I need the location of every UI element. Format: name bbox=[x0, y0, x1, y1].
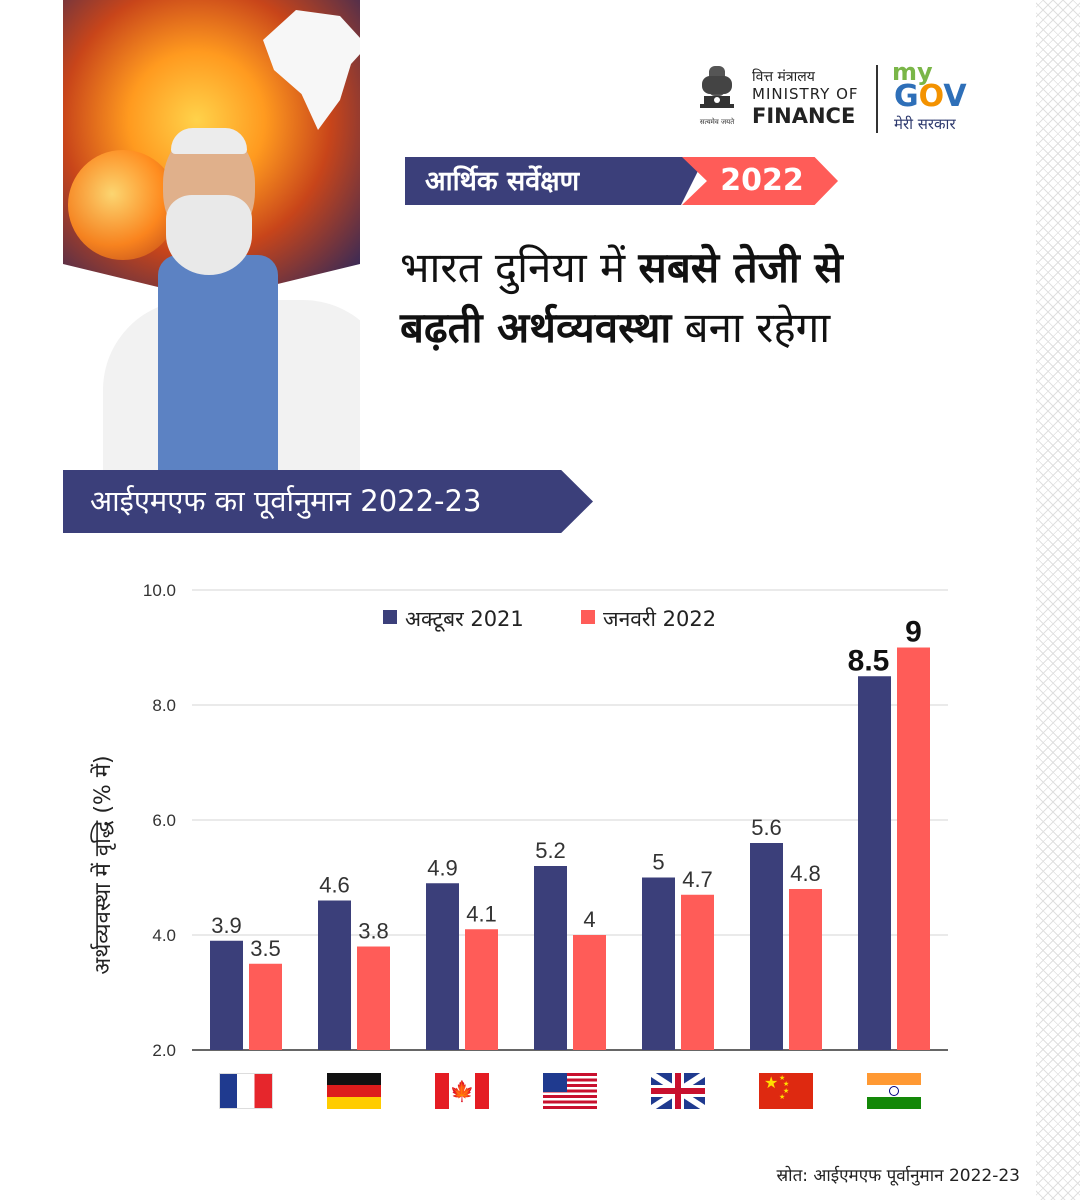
survey-banner bbox=[405, 157, 705, 205]
y-tick-label: 10.0 bbox=[143, 581, 176, 600]
hero-photo bbox=[63, 0, 360, 470]
person-vest bbox=[158, 255, 278, 470]
person-hair bbox=[171, 128, 247, 154]
flag-usa-icon bbox=[543, 1073, 597, 1109]
headline-line-2: बढ़ती अर्थव्यवस्था बना रहेगा bbox=[400, 298, 1020, 358]
bar-france-1 bbox=[210, 940, 243, 1050]
bar-china-2 bbox=[789, 889, 822, 1050]
legend-label-2: जनवरी 2022 bbox=[603, 607, 716, 631]
data-label: 5.2 bbox=[535, 838, 566, 863]
headline-bold1: सबसे तेजी से bbox=[638, 243, 843, 292]
mygov-logo-my: my bbox=[892, 58, 933, 86]
headline: भारत दुनिया में सबसे तेजी से बढ़ती अर्थव… bbox=[400, 238, 1020, 358]
legend-swatch-2 bbox=[581, 610, 595, 624]
data-label: 4.7 bbox=[682, 867, 713, 892]
bar-uk-2 bbox=[681, 894, 714, 1050]
data-label: 3.5 bbox=[250, 936, 281, 961]
bar-germany-2 bbox=[357, 946, 390, 1050]
ministry-hindi: वित्त मंत्रालय bbox=[752, 69, 815, 85]
headline-bold2: बढ़ती अर्थव्यवस्था bbox=[400, 303, 672, 352]
data-label: 3.8 bbox=[358, 919, 389, 944]
bar-india-2 bbox=[897, 647, 930, 1050]
survey-label: आर्थिक सर्वेक्षण bbox=[425, 166, 580, 197]
globe-shape bbox=[68, 150, 178, 260]
flag-germany-icon bbox=[327, 1073, 381, 1109]
y-axis-label: अर्थव्यवस्था में वृद्धि (% में) bbox=[90, 755, 116, 974]
logo-divider bbox=[876, 65, 878, 133]
data-label: 4.1 bbox=[466, 901, 497, 926]
y-tick-label: 6.0 bbox=[152, 811, 176, 830]
data-label: 5.6 bbox=[751, 815, 782, 840]
bar-india-1 bbox=[858, 676, 891, 1050]
flag-uk-icon bbox=[651, 1073, 705, 1109]
bar-germany-1 bbox=[318, 900, 351, 1050]
bar-canada-1 bbox=[426, 883, 459, 1050]
y-tick-label: 8.0 bbox=[152, 696, 176, 715]
imf-banner bbox=[63, 470, 593, 533]
decorative-pattern bbox=[1036, 0, 1080, 1200]
data-label: 4.9 bbox=[427, 855, 458, 880]
bar-usa-1 bbox=[534, 866, 567, 1050]
y-tick-label: 2.0 bbox=[152, 1041, 176, 1060]
mygov-tagline: मेरी सरकार bbox=[894, 115, 956, 133]
bar-canada-2 bbox=[465, 929, 498, 1050]
ministry-line2: FINANCE bbox=[752, 104, 856, 128]
y-tick-label: 4.0 bbox=[152, 926, 176, 945]
header-logos: सत्यमेव जयते वित्त मंत्रालय MINISTRY OF … bbox=[690, 60, 1000, 140]
mygov-logo-gov: GOV bbox=[894, 79, 967, 114]
data-label: 4 bbox=[583, 907, 595, 932]
data-label: 4.6 bbox=[319, 873, 350, 898]
headline-part1: भारत दुनिया में bbox=[400, 243, 639, 292]
bar-france-2 bbox=[249, 963, 282, 1050]
bar-china-1 bbox=[750, 843, 783, 1050]
data-label: 8.5 bbox=[848, 644, 890, 677]
headline-part2: बना रहेगा bbox=[671, 303, 831, 352]
data-label: 9 bbox=[905, 616, 922, 649]
country-flags: 🍁 ★ ★ ★ ★ ★ bbox=[0, 1073, 1080, 1113]
headline-line-1: भारत दुनिया में सबसे तेजी से bbox=[400, 238, 1020, 298]
imf-banner-text: आईएमएफ का पूर्वानुमान 2022-23 bbox=[90, 484, 482, 518]
survey-year: 2022 bbox=[720, 163, 804, 198]
source-note: स्रोत: आईएमएफ पूर्वानुमान 2022-23 bbox=[776, 1166, 1020, 1186]
flag-india-icon bbox=[867, 1073, 921, 1109]
ministry-line1: MINISTRY OF bbox=[752, 85, 859, 103]
data-label: 4.8 bbox=[790, 861, 821, 886]
year-banner bbox=[682, 157, 838, 205]
flag-france-icon bbox=[219, 1073, 273, 1109]
growth-bar-chart: 2.0 4.0 6.0 8.0 10.0 अर्थव्यवस्था में वृद्धि … bbox=[90, 581, 948, 1060]
person-beard bbox=[166, 195, 252, 275]
legend-label-1: अक्टूबर 2021 bbox=[405, 607, 524, 632]
flag-canada-icon: 🍁 bbox=[435, 1073, 489, 1109]
svg-text:सत्यमेव जयते: सत्यमेव जयते bbox=[700, 117, 735, 126]
bar-uk-1 bbox=[642, 877, 675, 1050]
data-label: 5 bbox=[652, 850, 664, 875]
bar-usa-2 bbox=[573, 935, 606, 1050]
national-emblem-icon: सत्यमेव जयते bbox=[700, 66, 735, 126]
legend-swatch-1 bbox=[383, 610, 397, 624]
flag-china-icon: ★ ★ ★ ★ ★ bbox=[759, 1073, 813, 1109]
data-label: 3.9 bbox=[211, 913, 242, 938]
